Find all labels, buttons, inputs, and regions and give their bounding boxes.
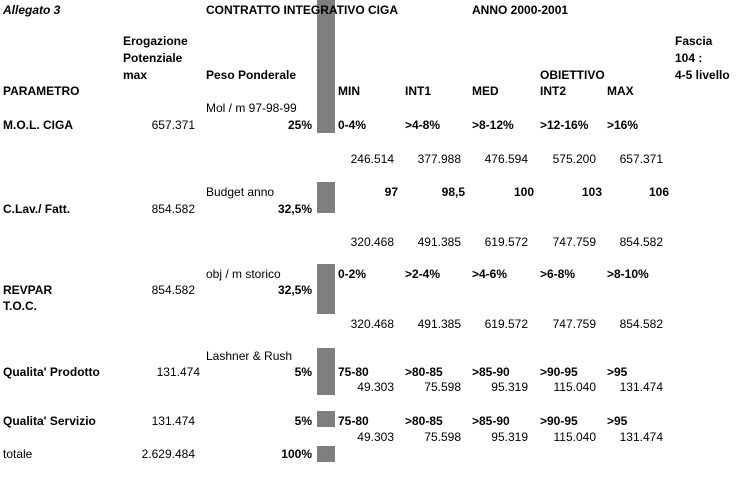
row-basis: Lashner & Rush <box>206 349 293 363</box>
peso-header: Peso Ponderale <box>206 68 297 82</box>
threshold-cell: >4-6% <box>472 267 508 281</box>
erogazione-header-line2: Potenziale <box>123 51 183 65</box>
document-title: Allegato 3 <box>3 3 61 17</box>
threshold-cell: 0-2% <box>338 267 367 281</box>
threshold-cell: 75-80 <box>338 414 369 428</box>
value-cell: 854.582 <box>619 235 663 249</box>
threshold-cell: >8-10% <box>607 267 649 281</box>
value-cell: 747.759 <box>552 235 596 249</box>
value-cell: 95.319 <box>491 380 528 394</box>
threshold-cell: >2-4% <box>405 267 441 281</box>
row-amount: 131.474 <box>156 365 200 379</box>
value-cell: 131.474 <box>619 380 663 394</box>
threshold-cell: 75-80 <box>338 365 369 379</box>
year-label: ANNO 2000-2001 <box>472 3 569 17</box>
threshold-cell: >12-16% <box>540 118 589 132</box>
threshold-cell: 106 <box>648 185 669 199</box>
threshold-cell: 100 <box>513 185 534 199</box>
erogazione-header-line1: Erogazione <box>123 34 188 48</box>
value-cell: 491.385 <box>417 235 461 249</box>
value-cell: 115.040 <box>553 430 597 444</box>
threshold-cell: 97 <box>384 185 398 199</box>
threshold-cell: >85-90 <box>472 414 510 428</box>
threshold-cell: >90-95 <box>540 365 578 379</box>
bar-segment-row5 <box>317 411 335 427</box>
value-cell: 619.572 <box>484 317 528 331</box>
bar-segment-total <box>317 446 335 462</box>
row-weight: 32,5% <box>277 283 312 297</box>
row-name-line2: T.O.C. <box>3 299 38 313</box>
threshold-cell: 98,5 <box>441 185 465 199</box>
row-amount: 131.474 <box>151 414 195 428</box>
threshold-cell: >85-90 <box>472 365 510 379</box>
fascia-header-line1: Fascia <box>675 34 713 48</box>
value-cell: 657.371 <box>619 152 663 166</box>
level-header-med: MED <box>472 84 499 98</box>
value-cell: 575.200 <box>552 152 596 166</box>
value-cell: 320.468 <box>350 235 394 249</box>
value-cell: 115.040 <box>553 380 597 394</box>
row-basis: obj / m storico <box>206 267 281 281</box>
threshold-cell: >80-85 <box>405 414 443 428</box>
threshold-cell: 0-4% <box>338 118 367 132</box>
value-cell: 320.468 <box>350 317 394 331</box>
total-weight: 100% <box>281 447 312 461</box>
value-cell: 49.303 <box>357 430 394 444</box>
row-weight: 25% <box>287 118 312 132</box>
total-amount: 2.629.484 <box>141 447 195 461</box>
erogazione-header-line3: max <box>123 68 148 82</box>
obiettivo-header: OBIETTIVO <box>540 68 605 82</box>
row-amount: 854.582 <box>151 283 195 297</box>
value-cell: 747.759 <box>552 317 596 331</box>
row-name: Qualita' Servizio <box>3 414 96 428</box>
row-amount: 854.582 <box>151 202 195 216</box>
row-basis: Budget anno <box>206 185 275 199</box>
contract-title: CONTRATTO INTEGRATIVO CIGA <box>206 3 398 17</box>
value-cell: 75.598 <box>424 430 461 444</box>
value-cell: 619.572 <box>484 235 528 249</box>
value-cell: 491.385 <box>417 317 461 331</box>
level-header-int1: INT1 <box>405 84 432 98</box>
bar-segment-row4 <box>317 348 335 395</box>
bar-segment-header <box>317 0 335 133</box>
level-header-min: MIN <box>338 84 360 98</box>
value-cell: 75.598 <box>424 380 461 394</box>
threshold-cell: >95 <box>607 414 628 428</box>
threshold-cell: >16% <box>607 118 639 132</box>
bar-segment-row2 <box>317 182 335 213</box>
row-name: M.O.L. CIGA <box>3 118 73 132</box>
bar-segment-row3 <box>317 264 335 314</box>
threshold-cell: >8-12% <box>472 118 514 132</box>
value-cell: 246.514 <box>350 152 394 166</box>
value-cell: 377.988 <box>417 152 461 166</box>
threshold-cell: >90-95 <box>540 414 578 428</box>
threshold-cell: 103 <box>581 185 602 199</box>
value-cell: 49.303 <box>357 380 394 394</box>
fascia-header-line3: 4-5 livello <box>675 68 730 82</box>
threshold-cell: >6-8% <box>540 267 576 281</box>
value-cell: 476.594 <box>484 152 528 166</box>
row-weight: 5% <box>294 414 312 428</box>
row-weight: 5% <box>294 365 312 379</box>
value-cell: 131.474 <box>619 430 663 444</box>
row-name: Qualita' Prodotto <box>3 365 100 379</box>
fascia-header-line2: 104 : <box>675 51 703 65</box>
row-basis: Mol / m 97-98-99 <box>206 101 297 115</box>
threshold-cell: >80-85 <box>405 365 443 379</box>
level-header-max: MAX <box>607 84 634 98</box>
row-amount: 657.371 <box>151 118 195 132</box>
row-name: C.Lav./ Fatt. <box>3 202 71 216</box>
value-cell: 854.582 <box>619 317 663 331</box>
row-name-line1: REVPAR <box>3 283 53 297</box>
value-cell: 95.319 <box>491 430 528 444</box>
row-weight: 32,5% <box>277 202 312 216</box>
parametro-header: PARAMETRO <box>3 84 80 98</box>
threshold-cell: >95 <box>607 365 628 379</box>
level-header-int2: INT2 <box>540 84 567 98</box>
threshold-cell: >4-8% <box>405 118 441 132</box>
total-label: totale <box>3 447 33 461</box>
